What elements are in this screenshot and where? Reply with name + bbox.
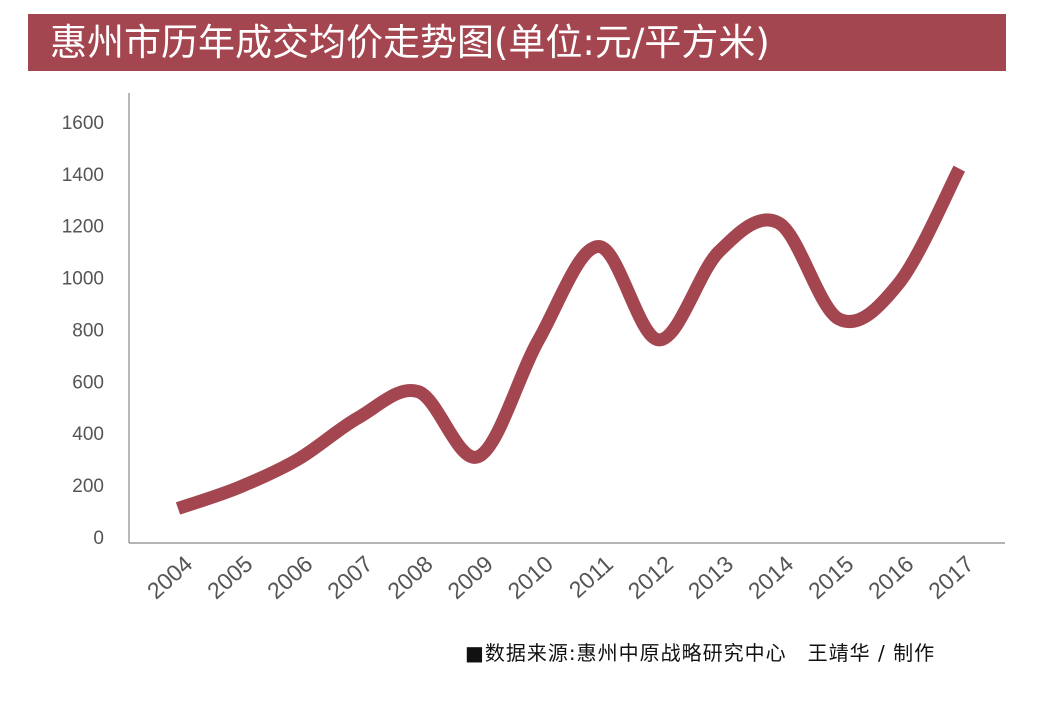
y-tick-label: 600 — [72, 372, 104, 393]
source-note: ■数据来源:惠州中原战略研究中心 王靖华 / 制作 — [465, 641, 936, 665]
data-point — [235, 485, 241, 491]
x-tick-label: 2017 — [923, 550, 978, 604]
data-point — [596, 243, 602, 249]
x-tick-label: 2012 — [623, 550, 678, 604]
data-point — [536, 337, 542, 343]
data-point — [355, 415, 361, 421]
data-point — [175, 505, 181, 511]
axes — [128, 93, 1005, 544]
x-tick-label: 2006 — [262, 550, 317, 604]
y-tick-label: 1000 — [62, 269, 104, 290]
x-tick-label: 2010 — [503, 550, 558, 604]
x-tick-label: 2015 — [803, 550, 858, 604]
y-tick-label: 800 — [72, 320, 104, 341]
y-tick-labels: 0 200 400 600 800 1000 1200 1400 1600 — [62, 113, 104, 549]
data-point — [896, 280, 902, 286]
x-tick-label: 2011 — [564, 550, 618, 602]
x-tick-label: 2013 — [683, 550, 738, 604]
data-point — [476, 454, 482, 460]
y-tick-label: 1200 — [62, 217, 104, 238]
data-point — [415, 389, 421, 395]
y-tick-label: 200 — [72, 476, 104, 497]
series-line — [175, 165, 966, 515]
x-tick-label: 2007 — [322, 550, 377, 604]
data-point — [836, 316, 842, 322]
data-point — [956, 166, 962, 172]
y-tick-label: 400 — [72, 424, 104, 445]
x-tick-label: 2005 — [202, 550, 257, 604]
y-tick-label: 1600 — [62, 113, 104, 134]
data-point — [776, 220, 782, 226]
y-tick-label: 0 — [93, 528, 104, 549]
x-tick-label: 2004 — [142, 550, 198, 604]
x-tick-label: 2009 — [442, 550, 497, 604]
data-point — [295, 456, 301, 462]
series-layer — [175, 165, 966, 515]
x-tick-label: 2014 — [743, 550, 799, 604]
data-point — [656, 337, 662, 343]
chart-title: 惠州市历年成交均价走势图(单位:元/平方米) — [50, 21, 770, 64]
chart-title-banner: 惠州市历年成交均价走势图(单位:元/平方米) — [28, 14, 1006, 71]
data-point — [716, 249, 722, 255]
x-tick-label: 2016 — [863, 550, 918, 604]
y-tick-label: 1400 — [62, 165, 104, 186]
x-tick-label: 2008 — [382, 550, 437, 604]
x-tick-labels: 2004 2005 2006 2007 2008 2009 2010 2011 2012 2013… — [142, 550, 979, 604]
